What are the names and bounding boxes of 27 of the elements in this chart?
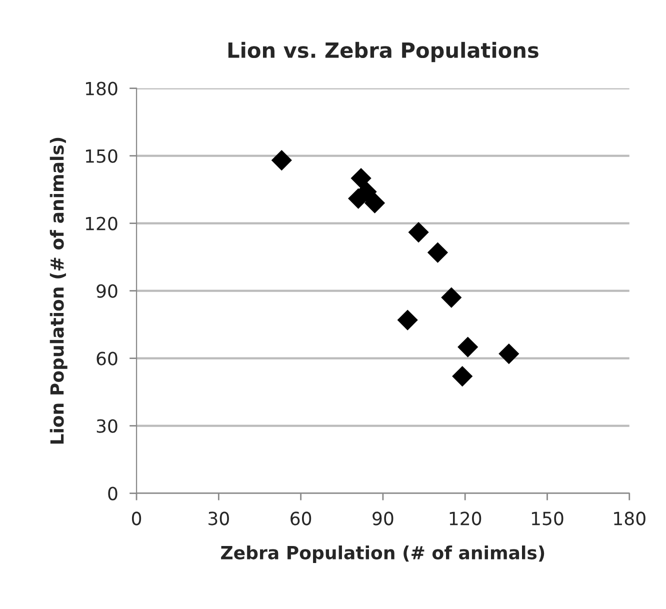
point <box>427 242 448 263</box>
point <box>397 310 418 330</box>
x-tick-label: 90 <box>372 512 394 526</box>
y-tick-label: 0 <box>108 486 118 500</box>
y-tick-label: 120 <box>86 216 118 230</box>
x-tick-label: 30 <box>208 512 229 526</box>
y-tick-label: 150 <box>86 149 118 163</box>
point <box>408 222 429 243</box>
y-tick-label: 30 <box>96 419 118 433</box>
y-tick-label: 180 <box>86 82 118 96</box>
y-tick-label: 90 <box>96 284 118 298</box>
x-tick-label: 0 <box>132 512 142 526</box>
x-tick-label: 150 <box>532 512 564 526</box>
point <box>350 168 372 189</box>
point <box>441 287 462 308</box>
x-axis-title: Zebra Population (# of animals) <box>221 545 544 563</box>
x-tick-label: 180 <box>614 512 646 526</box>
y-axis-title: Lion Population (# of animals) <box>50 138 68 444</box>
point <box>458 336 478 358</box>
x-tick-label: 120 <box>450 512 482 526</box>
chart-title: Lion vs. Zebra Populations <box>228 42 538 62</box>
point <box>364 192 386 214</box>
x-tick-label: 60 <box>290 512 312 526</box>
point <box>452 366 473 387</box>
y-tick-label: 60 <box>96 352 118 366</box>
point <box>498 343 520 364</box>
point <box>271 150 292 171</box>
